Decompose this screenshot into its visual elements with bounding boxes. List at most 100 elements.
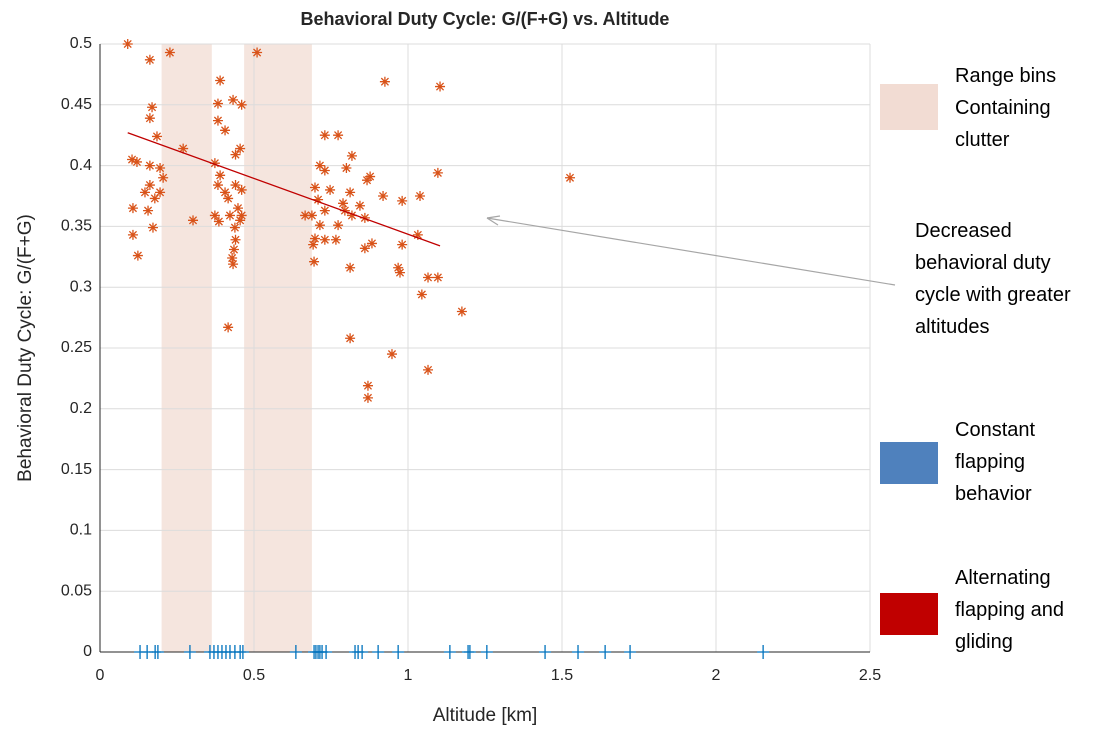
data-point xyxy=(359,243,370,254)
x-tick-label: 1.5 xyxy=(551,667,573,684)
data-point xyxy=(147,222,158,233)
data-point xyxy=(366,238,377,249)
data-point xyxy=(144,180,155,191)
data-point xyxy=(338,198,349,209)
data-point xyxy=(127,203,138,214)
data-point xyxy=(215,75,226,86)
data-point xyxy=(372,645,385,659)
chart-title: Behavioral Duty Cycle: G/(F+G) vs. Altit… xyxy=(301,9,670,29)
data-point xyxy=(212,180,223,191)
data-point xyxy=(432,272,443,283)
data-point xyxy=(236,645,249,659)
data-point xyxy=(330,234,341,245)
data-point xyxy=(346,210,357,221)
data-point xyxy=(289,645,302,659)
data-point xyxy=(456,306,467,317)
data-point xyxy=(572,645,585,659)
x-tick-label: 2.5 xyxy=(859,667,881,684)
data-point xyxy=(397,195,408,206)
data-point xyxy=(178,143,189,154)
y-tick-label: 0.5 xyxy=(70,35,92,52)
data-point xyxy=(599,645,612,659)
data-point xyxy=(309,233,320,244)
data-point xyxy=(345,262,356,273)
data-point xyxy=(309,256,320,267)
data-point xyxy=(144,54,155,65)
data-point xyxy=(235,143,246,154)
data-point xyxy=(480,645,493,659)
legend-swatch xyxy=(880,84,938,130)
y-tick-label: 0.35 xyxy=(61,218,92,235)
data-point xyxy=(149,193,160,204)
data-point xyxy=(228,259,239,270)
data-point xyxy=(227,253,238,264)
data-point xyxy=(209,210,220,221)
data-point xyxy=(215,170,226,181)
data-point xyxy=(393,262,404,273)
y-tick-label: 0 xyxy=(83,643,92,660)
y-tick-label: 0.15 xyxy=(61,461,92,478)
data-point xyxy=(423,272,434,283)
data-point xyxy=(319,234,330,245)
x-tick-label: 2 xyxy=(712,667,721,684)
data-point xyxy=(236,184,247,195)
data-point xyxy=(143,205,154,216)
data-point xyxy=(252,47,263,58)
data-point xyxy=(147,102,158,113)
y-tick-label: 0.3 xyxy=(70,278,92,295)
x-tick-label: 0 xyxy=(96,667,105,684)
data-point xyxy=(333,130,344,141)
data-point xyxy=(228,244,239,255)
data-point xyxy=(236,210,247,221)
data-point xyxy=(362,380,373,391)
data-point xyxy=(443,645,456,659)
data-point xyxy=(435,81,446,92)
data-point xyxy=(220,187,231,198)
data-point xyxy=(151,131,162,142)
annotation: Decreased behavioral duty cycle with gre… xyxy=(915,220,1071,338)
x-tick-label: 0.5 xyxy=(243,667,265,684)
data-point xyxy=(235,215,246,226)
data-point xyxy=(236,99,247,110)
plot-area: 0 0.05 0.1 0.15 0.2 0.25 0.3 0.35 0.4 0.45 0.5 0 0.5… xyxy=(61,35,881,684)
legend-swatch xyxy=(880,593,938,635)
data-point xyxy=(314,160,325,171)
data-point xyxy=(539,645,552,659)
data-point xyxy=(333,220,344,231)
x-tick-label: 1 xyxy=(404,667,413,684)
x-axis-label: Altitude [km] xyxy=(433,705,538,726)
y-tick-label: 0.05 xyxy=(61,582,92,599)
annotation-arrow xyxy=(486,217,896,286)
y-tick-label: 0.2 xyxy=(70,400,92,417)
data-point xyxy=(392,645,405,659)
data-point xyxy=(356,645,369,659)
data-point xyxy=(314,220,325,231)
data-point xyxy=(565,172,576,183)
data-point xyxy=(212,115,223,126)
data-point xyxy=(139,187,150,198)
data-point xyxy=(300,210,311,221)
data-point xyxy=(230,149,241,160)
data-point xyxy=(306,210,317,221)
data-point xyxy=(416,289,427,300)
data-point xyxy=(624,645,637,659)
legend-label: Range bins Containing clutter xyxy=(955,65,1057,151)
data-point xyxy=(346,150,357,161)
data-point xyxy=(757,645,770,659)
data-point xyxy=(309,182,320,193)
data-point xyxy=(319,130,330,141)
data-point xyxy=(223,322,234,333)
y-tick-label: 0.25 xyxy=(61,339,92,356)
data-point xyxy=(362,175,373,186)
data-point xyxy=(229,222,240,233)
data-point xyxy=(131,156,142,167)
data-point xyxy=(164,47,175,58)
data-point xyxy=(122,39,133,49)
data-point xyxy=(228,94,239,105)
data-point xyxy=(127,229,138,240)
data-point xyxy=(155,163,166,174)
arrow-head xyxy=(486,215,501,226)
data-point xyxy=(345,333,356,344)
data-point xyxy=(397,239,408,250)
